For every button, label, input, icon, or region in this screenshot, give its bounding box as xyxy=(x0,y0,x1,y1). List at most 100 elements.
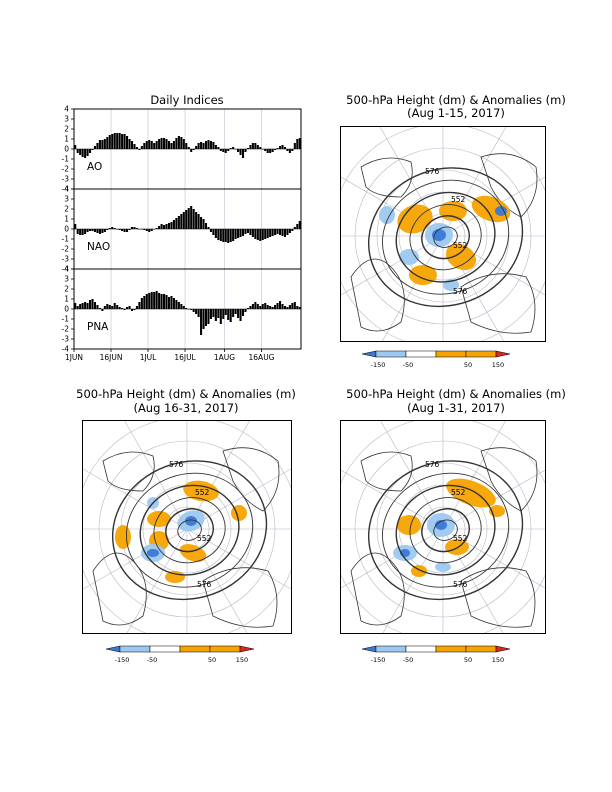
bar xyxy=(227,309,230,320)
anomaly-region xyxy=(379,206,395,224)
bar xyxy=(163,294,166,309)
colorbar-map3: -150 -50 50 150 xyxy=(362,644,522,666)
y-tick-label: -3 xyxy=(62,335,70,344)
bar xyxy=(172,141,175,149)
bar xyxy=(106,137,109,149)
bar xyxy=(165,224,168,229)
bar xyxy=(261,229,264,240)
colorbar-segment xyxy=(465,350,497,358)
bar xyxy=(291,149,294,151)
y-tick-label: 1 xyxy=(64,215,69,224)
contour-label: 576 xyxy=(425,167,440,176)
bar xyxy=(165,295,168,309)
bar xyxy=(81,229,84,235)
bar xyxy=(91,299,94,309)
bar xyxy=(101,229,104,233)
y-tick-label: 0 xyxy=(64,225,69,234)
bar xyxy=(158,139,161,149)
bar xyxy=(116,133,119,149)
bar xyxy=(229,309,232,322)
colorbar-tick-label: 150 xyxy=(236,656,248,664)
bar xyxy=(130,309,134,311)
bar xyxy=(158,226,161,229)
colorbar-canvas: -150 -50 50 150 xyxy=(106,645,255,664)
contour-label: 552 xyxy=(453,534,468,543)
index-label: NAO xyxy=(87,241,110,253)
bar xyxy=(106,304,109,309)
bar xyxy=(126,307,129,309)
height-contour xyxy=(421,508,470,553)
y-tick-label: 3 xyxy=(64,275,69,284)
bar xyxy=(214,309,217,321)
bar xyxy=(170,222,173,229)
bar xyxy=(274,149,277,150)
bar xyxy=(133,144,136,149)
colorbar-tick-label: -150 xyxy=(371,361,386,369)
meridian xyxy=(341,528,444,589)
bar xyxy=(185,308,188,309)
bar xyxy=(111,306,114,309)
meridian xyxy=(382,235,444,341)
height-contour xyxy=(421,215,470,260)
bar xyxy=(192,209,195,229)
height-contour xyxy=(433,519,458,541)
map-canvas: 576 552 552 576 xyxy=(341,127,545,341)
height-contour xyxy=(395,191,496,283)
bar xyxy=(177,136,180,149)
bar xyxy=(232,147,235,149)
x-tick-label: 16JUN xyxy=(100,353,123,362)
bar xyxy=(246,148,249,149)
x-tick-label: 1AUG xyxy=(214,353,235,362)
bar xyxy=(182,306,185,309)
height-contour xyxy=(381,179,510,295)
bar xyxy=(182,212,185,229)
bar xyxy=(91,229,94,231)
bar xyxy=(197,214,200,229)
bar xyxy=(259,229,262,241)
y-tick-label: 1 xyxy=(64,135,69,144)
bar xyxy=(116,229,119,230)
height-contour xyxy=(433,226,458,248)
height-contour xyxy=(367,460,524,601)
bar xyxy=(261,304,264,309)
bar xyxy=(123,229,126,232)
colorbar-segment xyxy=(209,645,241,653)
bar xyxy=(153,229,156,230)
bar xyxy=(202,309,205,329)
colorbar-tick-label: 150 xyxy=(492,656,504,664)
bar xyxy=(108,228,111,229)
bar xyxy=(202,219,205,229)
bar xyxy=(128,306,131,309)
bar xyxy=(121,308,124,309)
bar xyxy=(224,229,227,242)
bar xyxy=(274,229,277,235)
bar xyxy=(118,133,121,149)
bar xyxy=(278,229,282,235)
bar xyxy=(175,218,178,229)
bar xyxy=(217,147,220,149)
bar xyxy=(74,145,77,149)
bar xyxy=(89,300,92,309)
bar xyxy=(286,229,289,235)
y-tick-label: 3 xyxy=(64,115,69,124)
bar xyxy=(276,148,279,149)
bar xyxy=(138,149,141,150)
bar xyxy=(278,146,282,149)
bar xyxy=(187,208,190,229)
bar xyxy=(212,309,215,317)
y-tick-label: -2 xyxy=(62,325,70,334)
bar xyxy=(84,229,87,234)
anomaly-region xyxy=(435,520,447,530)
bar xyxy=(180,304,183,309)
bar xyxy=(93,229,97,232)
bar xyxy=(264,229,267,239)
bar xyxy=(76,149,79,153)
bar xyxy=(266,229,269,238)
map3-title-line2: (Aug 1-31, 2017) xyxy=(407,401,505,415)
bar xyxy=(259,306,262,309)
coastline xyxy=(460,273,536,334)
y-tick-label: -1 xyxy=(62,315,70,324)
map-aug-16-31: 576 552 552 576 xyxy=(82,420,292,634)
